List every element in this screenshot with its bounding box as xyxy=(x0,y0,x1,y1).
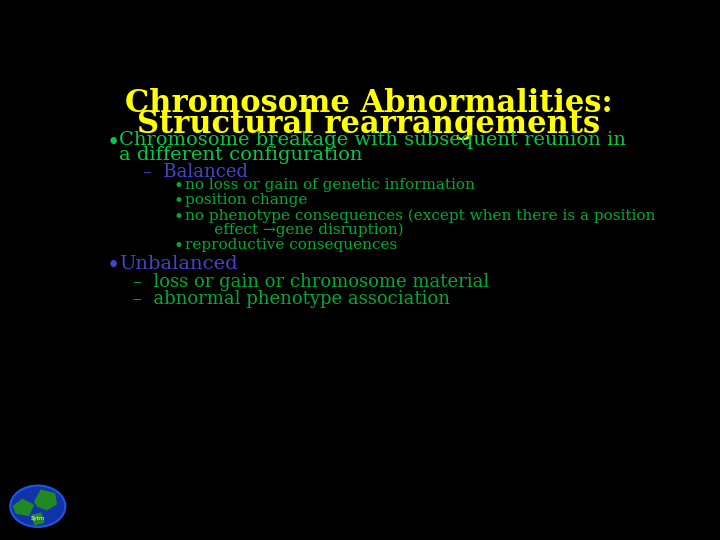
Text: no loss or gain of genetic information: no loss or gain of genetic information xyxy=(184,178,474,192)
Text: effect →gene disruption): effect →gene disruption) xyxy=(184,222,403,237)
Text: position change: position change xyxy=(184,193,307,207)
Text: Sytm: Sytm xyxy=(31,516,45,522)
Text: reproductive consequences: reproductive consequences xyxy=(184,238,397,252)
Text: no phenotype consequences (except when there is a position: no phenotype consequences (except when t… xyxy=(184,209,655,223)
Text: –  abnormal phenotype association: – abnormal phenotype association xyxy=(132,289,449,308)
Text: •: • xyxy=(174,178,184,195)
Text: Unbalanced: Unbalanced xyxy=(120,255,238,273)
Text: •: • xyxy=(174,193,184,211)
Text: Structural rearrangements: Structural rearrangements xyxy=(138,109,600,140)
Text: a different configuration: a different configuration xyxy=(120,146,363,164)
Polygon shape xyxy=(32,513,44,525)
Polygon shape xyxy=(35,490,56,510)
Text: •: • xyxy=(107,255,120,277)
Circle shape xyxy=(10,485,66,527)
Text: •: • xyxy=(174,209,184,226)
Text: Chromosome Abnormalities:: Chromosome Abnormalities: xyxy=(125,88,613,119)
Text: Chromosome breakage with subsequent reunion in: Chromosome breakage with subsequent reun… xyxy=(120,131,626,149)
Text: –  loss or gain or chromosome material: – loss or gain or chromosome material xyxy=(132,273,489,291)
Text: •: • xyxy=(107,132,120,154)
Text: –  Balanced: – Balanced xyxy=(143,163,248,180)
Polygon shape xyxy=(14,500,33,515)
Text: •: • xyxy=(174,238,184,255)
